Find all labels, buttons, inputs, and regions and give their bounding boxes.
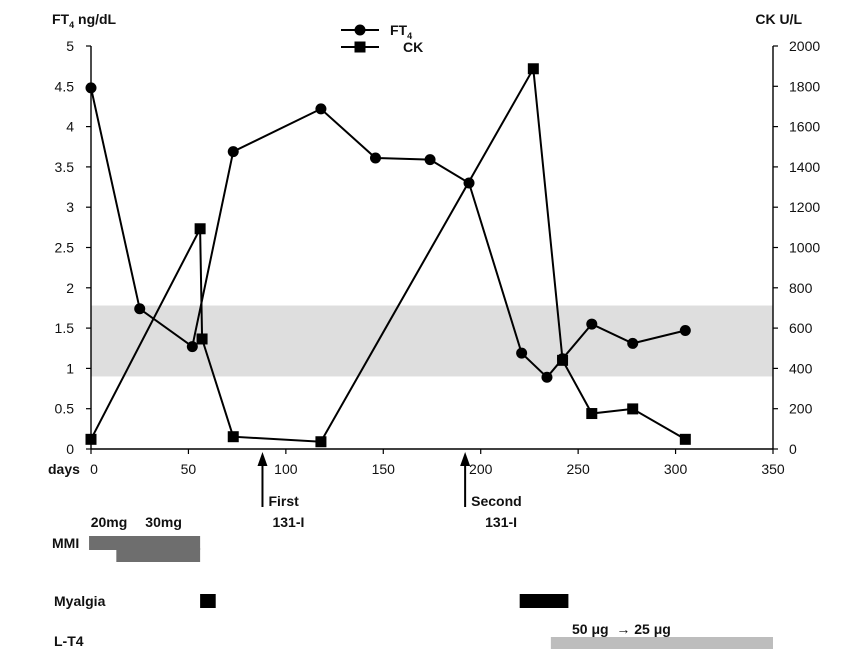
x-tick-label: 250	[566, 461, 590, 477]
lt4-dose-bar	[550, 637, 773, 649]
mmi-dose-label-30mg: 30mg	[145, 514, 182, 530]
y-left-tick-label: 1	[66, 360, 74, 376]
ck-data-point	[85, 433, 97, 445]
ft4-data-point	[315, 103, 327, 115]
y-right-tick-label: 2000	[789, 38, 820, 54]
first-131i-arrow-head	[257, 452, 268, 466]
x-tick-label: 150	[372, 461, 396, 477]
x-axis-title: days	[48, 461, 80, 477]
y-left-axis-title: FT4 ng/dL	[52, 11, 117, 30]
first-131i-label-line2: 131-I	[272, 514, 304, 530]
ft4-data-point	[586, 318, 598, 330]
ft4-series-line	[90, 87, 686, 379]
legend: FT4 CK	[341, 22, 423, 55]
myalgia-bar	[200, 594, 216, 608]
y-left-tick-label: 0	[66, 441, 74, 457]
ft4-data-point	[134, 303, 146, 315]
ft4-data-point	[541, 371, 553, 383]
myalgia-row-label: Myalgia	[54, 593, 106, 609]
ck-data-point	[627, 403, 639, 415]
y-right-tick-label: 400	[789, 360, 813, 376]
y-right-tick-label: 1200	[789, 199, 820, 215]
myalgia-bar	[519, 594, 569, 608]
y-left-tick-label: 3	[66, 199, 74, 215]
lt4-dose-label: 50 μg → 25 μg	[572, 621, 671, 637]
mmi-row-label: MMI	[52, 535, 79, 551]
ck-data-point	[194, 223, 206, 235]
ck-data-point	[586, 408, 598, 420]
ck-data-point	[315, 436, 327, 448]
x-tick-label: 0	[90, 461, 98, 477]
y-left-tick-label: 1.5	[55, 320, 75, 336]
ft4-data-point	[424, 154, 436, 166]
ck-data-point	[679, 433, 691, 445]
ck-data-point	[527, 63, 539, 75]
ft4-data-point	[227, 146, 239, 158]
ft4-data-point	[679, 325, 691, 337]
legend-ck-marker	[354, 41, 366, 53]
y-left-tick-label: 2	[66, 280, 74, 296]
x-tick-label: 100	[274, 461, 298, 477]
y-left-tick-label: 5	[66, 38, 74, 54]
y-right-axis-title: CK U/L	[755, 11, 802, 27]
y-left-tick-label: 4.5	[55, 78, 75, 94]
legend-ck-label: CK	[403, 39, 423, 55]
y-right-tick-label: 1600	[789, 119, 820, 135]
first-131i-label-line1: First	[268, 493, 299, 509]
y-right-tick-label: 200	[789, 401, 813, 417]
y-right-tick-label: 600	[789, 320, 813, 336]
y-left-tick-label: 2.5	[55, 240, 75, 256]
x-tick-label: 300	[664, 461, 688, 477]
lt4-row-label: L-T4	[54, 633, 84, 649]
y-left-tick-label: 3.5	[55, 159, 75, 175]
second-131i-arrow-head	[460, 452, 471, 466]
y-right-tick-label: 1400	[789, 159, 820, 175]
x-tick-label: 50	[181, 461, 197, 477]
y-right-tick-label: 800	[789, 280, 813, 296]
ft4-data-point	[186, 341, 198, 353]
mmi-dose-bar-upper	[89, 536, 201, 550]
ck-data-point	[196, 333, 208, 345]
ck-data-point	[227, 431, 239, 443]
y-left-tick-label: 0.5	[55, 401, 75, 417]
second-131i-label-line1: Second	[471, 493, 522, 509]
ft4-data-point	[516, 347, 528, 359]
y-left-tick-label: 4	[66, 119, 74, 135]
mmi-dose-label-20mg: 20mg	[91, 514, 128, 530]
y-right-tick-label: 1000	[789, 240, 820, 256]
x-tick-label: 350	[761, 461, 785, 477]
legend-ft4-marker	[354, 24, 366, 36]
y-right-tick-label: 1800	[789, 78, 820, 94]
ck-series-line	[90, 65, 686, 443]
ft4-data-point	[85, 82, 97, 94]
ft4-data-point	[369, 152, 381, 164]
y-right-tick-label: 0	[789, 441, 797, 457]
second-131i-label-line2: 131-I	[485, 514, 517, 530]
legend-ft4-label: FT4	[390, 22, 412, 41]
ft4-data-point	[627, 337, 639, 349]
ck-data-point	[557, 354, 569, 366]
mmi-dose-bar-lower	[116, 548, 201, 562]
x-tick-label: 200	[469, 461, 493, 477]
